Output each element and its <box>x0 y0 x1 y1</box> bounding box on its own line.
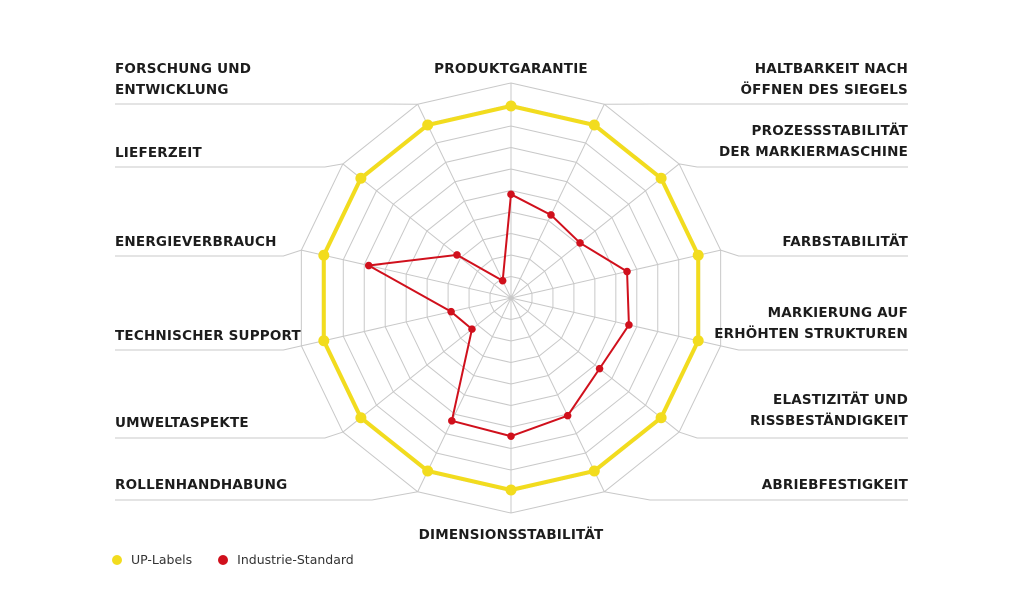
label-leader-line <box>720 345 908 351</box>
label-leader-line <box>115 163 343 168</box>
grid-spoke <box>342 297 512 433</box>
data-point <box>588 465 600 477</box>
legend: UP-Labels Industrie-Standard <box>112 552 380 567</box>
data-point <box>623 267 631 276</box>
grid-spoke <box>301 249 512 299</box>
grid-spoke <box>510 104 605 299</box>
axis-label-line: LIEFERZEIT <box>115 145 203 161</box>
data-point <box>422 465 434 477</box>
axis-label-4: MARKIERUNG AUF ERHÖHTEN STRUKTUREN <box>714 305 908 342</box>
axis-label-8: ROLLENHANDHABUNG <box>115 477 287 493</box>
label-leader-line <box>604 491 908 501</box>
grid-spoke <box>510 249 721 299</box>
data-point <box>692 249 704 261</box>
data-point <box>447 307 455 316</box>
grid-spoke <box>301 297 512 347</box>
grid-spoke <box>417 297 512 492</box>
axis-label-10: TECHNISCHER SUPPORT <box>115 328 302 344</box>
axis-label-line: PROZESSSTABILITÄT <box>752 122 909 139</box>
data-point <box>595 364 604 373</box>
data-point <box>655 172 667 184</box>
axis-label-line: ABRIEBFESTIGKEIT <box>762 477 909 493</box>
axis-labels: PRODUKTGARANTIE HALTBARKEIT NACH ÖFFNEN DE… <box>115 61 909 543</box>
label-leader-line <box>678 431 908 439</box>
legend-label-industrie-standard: Industrie-Standard <box>237 552 354 567</box>
series-industrie-standard <box>364 190 633 441</box>
series-up-labels <box>318 100 704 496</box>
legend-item-up-labels: UP-Labels <box>112 552 192 567</box>
axis-label-line: UMWELTASPEKTE <box>115 415 249 431</box>
axis-label-line: ROLLENHANDHABUNG <box>115 477 287 493</box>
data-point <box>563 411 572 420</box>
data-point <box>364 261 373 270</box>
data-point <box>692 335 704 347</box>
grid-spoke <box>417 104 512 299</box>
axis-label-13: FORSCHUNG UND ENTWICKLUNG <box>115 61 251 98</box>
label-leader-lines <box>115 103 908 501</box>
series-layer <box>318 100 704 496</box>
data-point <box>318 335 330 347</box>
axis-label-3: FARBSTABILITÄT <box>782 233 908 250</box>
axis-label-line: TECHNISCHER SUPPORT <box>115 328 302 344</box>
data-point <box>655 412 667 424</box>
axis-label-line: FARBSTABILITÄT <box>782 233 908 250</box>
label-leader-line <box>115 491 418 501</box>
axis-label-line: HALTBARKEIT NACH <box>755 61 908 77</box>
data-point <box>505 484 517 496</box>
data-point <box>448 417 456 425</box>
data-point <box>507 190 515 199</box>
data-point <box>355 172 367 184</box>
axis-label-line: RISSBESTÄNDIGKEIT <box>750 412 909 429</box>
axis-label-line: PRODUKTGARANTIE <box>434 61 588 77</box>
grid-spoke <box>510 297 605 492</box>
axis-label-line: ENERGIEVERBRAUCH <box>115 234 277 250</box>
axis-label-7: DIMENSIONSSTABILITÄT <box>419 526 604 543</box>
axis-label-12: LIEFERZEIT <box>115 145 203 161</box>
axis-label-line: ELASTIZITÄT UND <box>773 391 908 408</box>
axis-label-0: PRODUKTGARANTIE <box>434 61 588 77</box>
axis-label-line: MARKIERUNG AUF <box>768 305 908 321</box>
label-leader-line <box>679 163 908 168</box>
label-leader-line <box>720 249 908 257</box>
label-leader-line <box>115 431 344 439</box>
data-point <box>547 211 555 219</box>
axis-label-11: ENERGIEVERBRAUCH <box>115 234 277 250</box>
grid-spoke <box>510 297 680 433</box>
radar-grid <box>300 82 722 514</box>
axis-label-line: DER MARKIERMASCHINE <box>719 144 908 160</box>
data-point <box>453 251 461 259</box>
grid-spoke <box>510 297 721 347</box>
data-point <box>507 432 515 441</box>
legend-swatch-up-labels <box>112 554 122 565</box>
axis-label-line: DIMENSIONSSTABILITÄT <box>419 526 604 543</box>
data-point <box>576 239 584 247</box>
data-point <box>498 276 507 285</box>
data-point <box>588 119 600 131</box>
axis-label-6: ABRIEBFESTIGKEIT <box>762 477 909 493</box>
grid-spoke <box>510 163 680 299</box>
axis-label-line: FORSCHUNG UND <box>115 61 251 77</box>
legend-item-industrie-standard: Industrie-Standard <box>218 552 354 567</box>
axis-label-2: PROZESSSTABILITÄT DER MARKIERMASCHINE <box>719 122 909 160</box>
data-point <box>422 119 434 131</box>
axis-label-5: ELASTIZITÄT UND RISSBESTÄNDIGKEIT <box>750 391 909 429</box>
axis-label-9: UMWELTASPEKTE <box>115 415 249 431</box>
data-point <box>355 412 367 424</box>
label-leader-line <box>115 249 302 257</box>
data-point <box>468 325 476 333</box>
axis-label-1: HALTBARKEIT NACH ÖFFNEN DES SIEGELS <box>741 61 909 98</box>
axis-label-line: ÖFFNEN DES SIEGELS <box>741 80 909 98</box>
data-point <box>625 321 633 329</box>
data-point <box>505 100 517 112</box>
legend-label-up-labels: UP-Labels <box>131 552 193 567</box>
legend-swatch-industrie-standard <box>218 554 229 565</box>
label-leader-line <box>115 345 302 351</box>
axis-label-line: ERHÖHTEN STRUKTUREN <box>714 324 908 342</box>
data-point <box>318 249 330 261</box>
axis-label-line: ENTWICKLUNG <box>115 82 229 98</box>
grid-spoke <box>342 163 512 299</box>
